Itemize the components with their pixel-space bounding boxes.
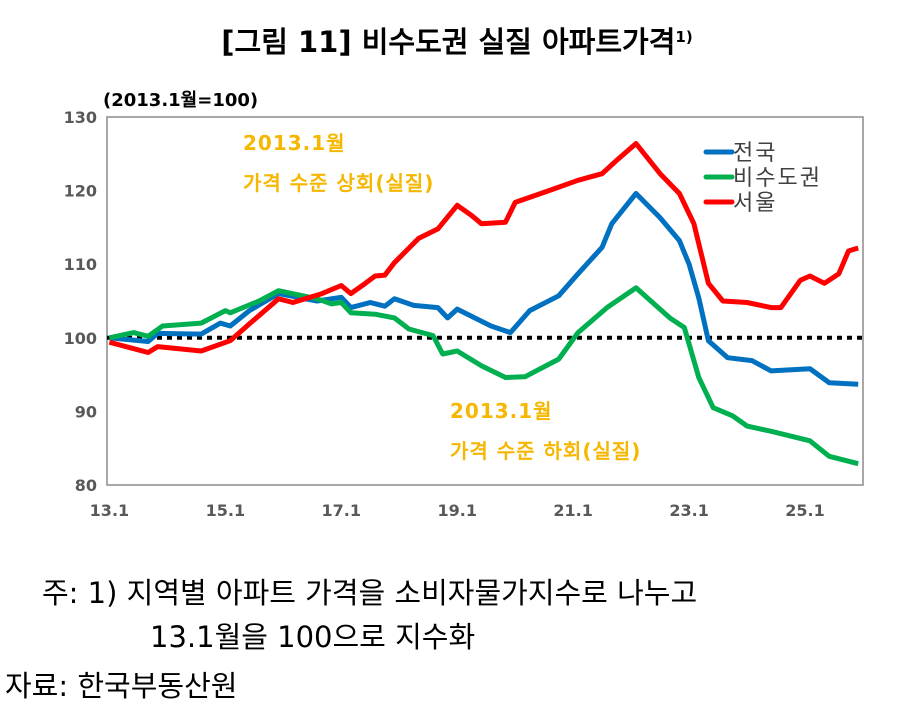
y-tick-label: 80 [75,476,97,495]
y-tick-label: 130 [64,108,97,127]
y-tick-label: 110 [64,255,97,274]
source-note: 자료: 한국부동산원 [5,669,237,703]
annotation-text: 가격 수준 상회(실질) [243,171,434,195]
series-line-0 [109,191,859,387]
x-tick-label: 15.1 [206,501,245,520]
y-tick-label: 90 [75,402,97,421]
annotation-text: 가격 수준 하회(실질) [450,439,641,463]
y-tick-label: 120 [64,182,97,201]
unit-label: (2013.1월=100) [103,90,258,111]
x-tick-label: 25.1 [785,501,824,520]
annotation-text: 2013.1월 [243,131,346,155]
y-tick-label: 100 [64,329,97,348]
legend-label: 전국 [733,141,777,166]
chart-title: [그림 11] 비수도권 실질 아파트가격1) [221,25,692,59]
annotation-text: 2013.1월 [450,399,553,423]
x-tick-label: 21.1 [553,501,592,520]
x-tick-label: 13.1 [90,501,129,520]
x-tick-label: 23.1 [669,501,708,520]
series-line-1 [108,285,859,467]
footnote-line-2: 13.1월을 100으로 지수화 [150,620,475,654]
x-tick-label: 19.1 [437,501,476,520]
legend-label: 비수도권 [733,166,822,191]
series-line-2 [108,141,859,355]
footnote-line-1: 주: 1) 지역별 아파트 가격을 소비자물가지수로 나누고 [42,576,697,610]
plot-frame [106,116,864,486]
x-tick-label: 17.1 [322,501,361,520]
legend-label: 서울 [733,191,777,216]
